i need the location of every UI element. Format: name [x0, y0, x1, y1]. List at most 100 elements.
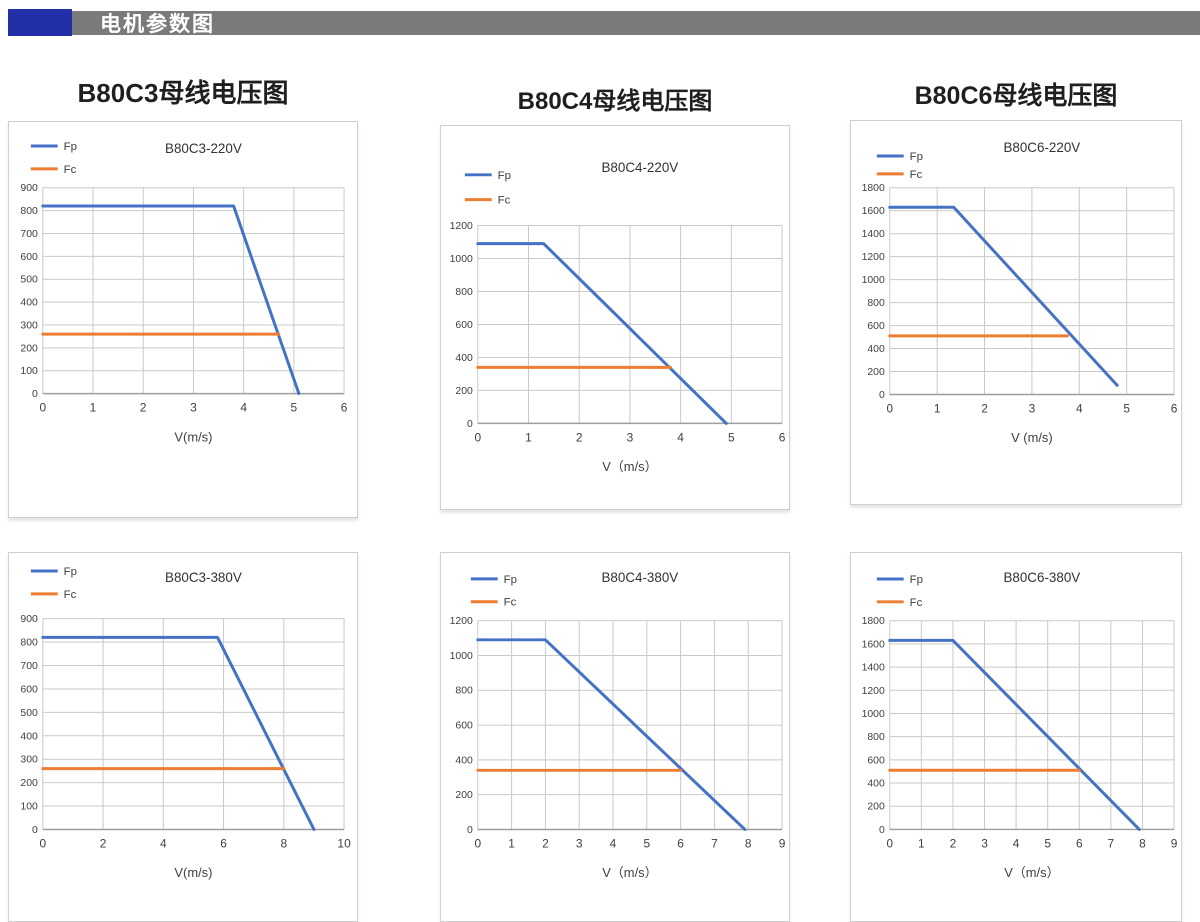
x-tick-label: 2 — [100, 836, 107, 850]
y-tick-label: 500 — [20, 708, 38, 719]
y-tick-label: 800 — [867, 732, 885, 743]
x-tick-label: 1 — [508, 836, 515, 850]
y-tick-label: 0 — [467, 825, 473, 836]
legend-label-fc: Fc — [64, 164, 77, 176]
section-header: 电机参数图 — [0, 9, 1200, 36]
x-tick-label: 1 — [525, 430, 532, 444]
x-tick-label: 9 — [779, 836, 786, 850]
chart-title: B80C6-220V — [1003, 140, 1080, 155]
x-tick-label: 10 — [337, 836, 351, 850]
y-tick-label: 0 — [32, 825, 38, 836]
x-tick-label: 1 — [934, 401, 941, 415]
y-tick-label: 800 — [20, 206, 38, 217]
legend-label-fc: Fc — [64, 589, 77, 601]
legend-label-fp: Fp — [910, 574, 923, 586]
chart-title: B80C3-220V — [165, 141, 242, 156]
x-tick-label: 6 — [341, 400, 348, 414]
y-tick-label: 200 — [455, 386, 473, 397]
line-chart: Fp Fc B80C6-380V 0 200 400 600 800 1000 1200 1400 1… — [862, 570, 1178, 880]
x-tick-label: 2 — [981, 401, 988, 415]
y-tick-label: 800 — [455, 686, 473, 697]
x-tick-label: 0 — [39, 400, 46, 414]
x-tick-label: 5 — [1044, 836, 1051, 850]
legend-label-fp: Fp — [504, 574, 517, 586]
y-tick-label: 200 — [867, 367, 885, 378]
x-tick-label: 2 — [950, 836, 957, 850]
x-axis-label: V(m/s) — [174, 865, 212, 880]
legend-label-fc: Fc — [910, 597, 923, 609]
y-tick-label: 600 — [455, 320, 473, 331]
y-tick-label: 400 — [867, 779, 885, 790]
x-tick-label: 3 — [576, 836, 583, 850]
x-tick-label: 0 — [474, 836, 481, 850]
legend-label-fp: Fp — [910, 151, 923, 163]
y-tick-label: 1800 — [862, 183, 885, 194]
series-line-fp — [41, 635, 316, 831]
y-tick-label: 400 — [455, 755, 473, 766]
x-tick-label: 4 — [160, 836, 167, 850]
y-tick-label: 400 — [455, 353, 473, 364]
y-tick-label: 0 — [32, 389, 38, 400]
y-tick-label: 400 — [20, 731, 38, 742]
x-tick-label: 6 — [220, 836, 227, 850]
x-tick-label: 2 — [140, 400, 147, 414]
series-line-fp — [476, 242, 728, 425]
y-tick-label: 600 — [455, 721, 473, 732]
y-tick-label: 600 — [20, 252, 38, 263]
line-chart: Fp Fc B80C4-380V 0 200 400 600 800 1000 1200 0 1 2 3 4… — [450, 570, 786, 880]
y-tick-label: 1800 — [862, 616, 885, 627]
x-tick-label: 6 — [677, 836, 684, 850]
legend-label-fp: Fp — [64, 141, 77, 153]
x-tick-label: 3 — [627, 430, 634, 444]
line-chart: Fp Fc B80C3-220V 0 100 200 300 400 500 600 700 800 9… — [20, 141, 348, 444]
y-tick-label: 1200 — [862, 252, 885, 263]
x-tick-label: 3 — [190, 400, 197, 414]
chart-card-b80c3-380v: Fp Fc B80C3-380V 0 100 200 300 400 500 600 700 800 9… — [8, 552, 358, 922]
series-line-fp — [888, 638, 1141, 831]
line-chart: Fp Fc B80C6-220V 0 200 400 600 800 1000 1200 1400 1… — [862, 140, 1178, 445]
y-tick-label: 1400 — [862, 229, 885, 240]
page-title: 电机参数图 — [100, 13, 215, 36]
y-tick-label: 600 — [20, 684, 38, 695]
y-tick-label: 800 — [867, 298, 885, 309]
y-tick-label: 0 — [879, 825, 885, 836]
x-tick-label: 3 — [1029, 401, 1036, 415]
y-tick-label: 1200 — [450, 616, 473, 627]
x-tick-label: 1 — [90, 400, 97, 414]
chart-card-b80c6-220v: Fp Fc B80C6-220V 0 200 400 600 800 1000 1200 1400 1… — [850, 120, 1182, 505]
x-tick-label: 1 — [918, 836, 925, 850]
x-tick-label: 5 — [643, 836, 650, 850]
x-tick-label: 3 — [981, 836, 988, 850]
chart-title: B80C3-380V — [165, 570, 242, 585]
x-tick-label: 9 — [1171, 836, 1178, 850]
chart-title: B80C6-380V — [1003, 570, 1080, 585]
line-chart: Fp Fc B80C4-220V 0 200 400 600 800 1000 1200 0 1 2 3 4… — [450, 160, 786, 474]
chart-card-b80c4-220v: Fp Fc B80C4-220V 0 200 400 600 800 1000 1200 0 1 2 3 4… — [440, 125, 790, 510]
y-tick-label: 200 — [455, 790, 473, 801]
x-tick-label: 0 — [474, 430, 481, 444]
header-accent-block — [8, 9, 72, 36]
chart-card-b80c4-380v: Fp Fc B80C4-380V 0 200 400 600 800 1000 1200 0 1 2 3 4… — [440, 552, 790, 922]
chart-card-b80c6-380v: Fp Fc B80C6-380V 0 200 400 600 800 1000 1200 1400 1… — [850, 552, 1182, 922]
y-tick-label: 800 — [20, 638, 38, 649]
x-tick-label: 0 — [886, 836, 893, 850]
x-tick-label: 5 — [728, 430, 735, 444]
x-axis-label: V（m/s） — [1004, 865, 1059, 880]
y-tick-label: 100 — [20, 802, 38, 813]
x-tick-label: 4 — [1013, 836, 1020, 850]
x-tick-label: 7 — [711, 836, 718, 850]
x-axis-label: V(m/s) — [174, 429, 212, 444]
x-tick-label: 6 — [779, 430, 786, 444]
x-tick-label: 2 — [542, 836, 549, 850]
y-tick-label: 1600 — [862, 639, 885, 650]
x-tick-label: 0 — [886, 401, 893, 415]
y-tick-label: 700 — [20, 229, 38, 240]
y-tick-label: 1000 — [862, 275, 885, 286]
y-tick-label: 800 — [455, 287, 473, 298]
y-tick-label: 400 — [20, 298, 38, 309]
legend-label-fp: Fp — [64, 566, 77, 578]
series-line-fp — [476, 638, 747, 831]
x-tick-label: 4 — [240, 400, 247, 414]
chart-title: B80C4-380V — [601, 570, 678, 585]
x-tick-label: 4 — [1076, 401, 1083, 415]
